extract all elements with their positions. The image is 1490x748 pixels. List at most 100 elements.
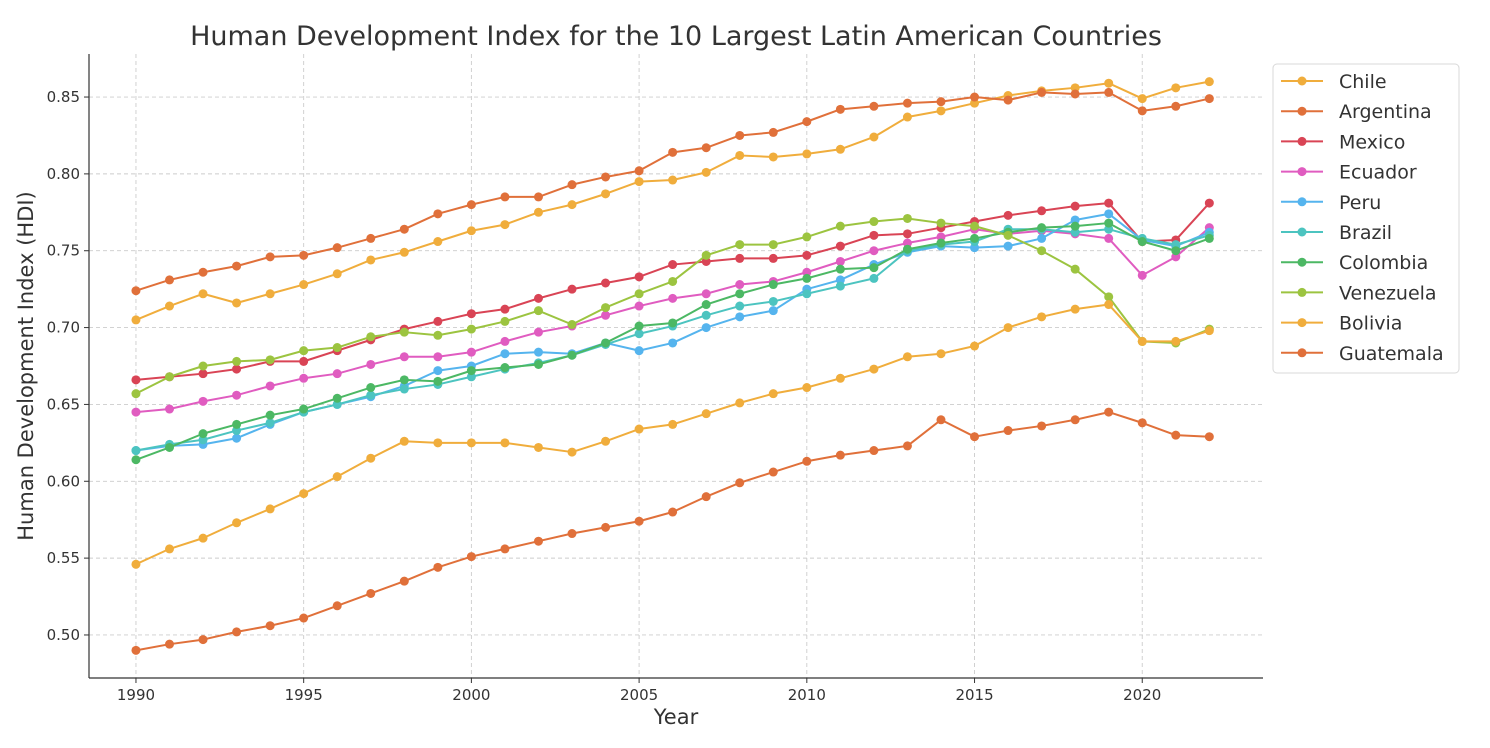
data-point-venezuela — [533, 306, 543, 316]
data-point-chile — [735, 150, 745, 160]
data-point-chile — [299, 280, 309, 290]
data-point-brazil — [131, 446, 141, 456]
data-point-ecuador — [902, 238, 912, 248]
data-point-brazil — [835, 281, 845, 291]
data-point-mexico — [902, 229, 912, 239]
data-point-peru — [735, 312, 745, 322]
data-point-ecuador — [332, 369, 342, 379]
data-point-chile — [634, 177, 644, 187]
data-point-colombia — [835, 264, 845, 274]
data-point-colombia — [165, 442, 175, 452]
data-point-colombia — [869, 263, 879, 273]
legend-item-brazil: Brazil — [1281, 222, 1392, 244]
data-point-guatemala — [198, 635, 208, 645]
data-point-chile — [701, 167, 711, 177]
data-point-guatemala — [433, 562, 443, 572]
data-point-chile — [131, 315, 141, 325]
data-point-bolivia — [1070, 304, 1080, 314]
data-point-bolivia — [131, 559, 141, 569]
data-point-chile — [533, 207, 543, 217]
data-point-ecuador — [802, 267, 812, 277]
data-point-chile — [1204, 77, 1214, 87]
data-point-brazil — [232, 426, 242, 436]
data-point-argentina — [533, 192, 543, 202]
data-point-venezuela — [701, 250, 711, 260]
data-point-chile — [902, 112, 912, 122]
data-point-bolivia — [165, 544, 175, 554]
legend-label: Colombia — [1339, 252, 1428, 274]
data-point-guatemala — [869, 446, 879, 456]
data-point-peru — [668, 338, 678, 348]
data-point-peru — [701, 323, 711, 333]
y-tick-label: 0.55 — [47, 549, 80, 567]
data-point-chile — [198, 289, 208, 299]
data-point-brazil — [768, 296, 778, 306]
data-point-bolivia — [500, 438, 510, 448]
data-point-mexico — [1204, 198, 1214, 208]
data-point-argentina — [299, 250, 309, 260]
data-point-argentina — [500, 192, 510, 202]
legend-swatch-marker — [1297, 257, 1307, 267]
data-point-mexico — [466, 309, 476, 319]
data-point-colombia — [1137, 237, 1147, 247]
data-point-peru — [232, 433, 242, 443]
data-point-venezuela — [433, 330, 443, 340]
y-tick-label: 0.80 — [47, 165, 80, 183]
data-point-mexico — [232, 364, 242, 374]
series-peru — [131, 209, 1214, 456]
data-point-colombia — [332, 393, 342, 403]
data-point-bolivia — [567, 447, 577, 457]
data-point-chile — [567, 200, 577, 210]
data-point-argentina — [1104, 87, 1114, 97]
data-point-venezuela — [1037, 246, 1047, 256]
data-point-bolivia — [768, 389, 778, 399]
data-point-peru — [835, 275, 845, 285]
data-point-colombia — [735, 289, 745, 299]
data-point-mexico — [668, 260, 678, 270]
data-point-argentina — [601, 172, 611, 182]
data-point-chile — [232, 298, 242, 308]
series-argentina — [131, 87, 1214, 296]
data-point-brazil — [701, 310, 711, 320]
data-point-bolivia — [634, 424, 644, 434]
legend-swatch-marker — [1297, 167, 1307, 177]
data-point-bolivia — [668, 419, 678, 429]
data-point-brazil — [399, 384, 409, 394]
data-point-mexico — [500, 304, 510, 314]
data-point-chile — [970, 98, 980, 108]
data-point-argentina — [265, 252, 275, 262]
data-point-colombia — [936, 238, 946, 248]
legend: Chile Argentina Mexico Ecuador Peru Brazil Col… — [1272, 63, 1460, 374]
y-tick-label: 0.65 — [47, 395, 80, 413]
data-point-mexico — [701, 256, 711, 266]
y-tick-label: 0.70 — [47, 319, 80, 337]
data-point-argentina — [634, 166, 644, 176]
data-point-guatemala — [399, 576, 409, 586]
data-point-bolivia — [433, 438, 443, 448]
data-point-argentina — [835, 104, 845, 114]
data-point-argentina — [768, 127, 778, 137]
data-point-bolivia — [735, 398, 745, 408]
data-point-chile — [768, 152, 778, 162]
data-point-mexico — [634, 272, 644, 282]
data-point-venezuela — [232, 356, 242, 366]
data-point-brazil — [634, 329, 644, 339]
data-point-peru — [433, 366, 443, 376]
legend-label: Peru — [1339, 192, 1381, 214]
x-tick-label: 1990 — [117, 686, 155, 704]
data-point-guatemala — [1204, 432, 1214, 442]
x-tick-label: 1995 — [285, 686, 323, 704]
data-point-brazil — [332, 399, 342, 409]
series-line-venezuela — [135, 217, 1210, 395]
data-point-bolivia — [601, 436, 611, 446]
data-point-peru — [1104, 209, 1114, 219]
data-point-colombia — [1204, 233, 1214, 243]
data-point-venezuela — [735, 240, 745, 250]
data-point-bolivia — [936, 349, 946, 359]
data-point-venezuela — [601, 303, 611, 313]
data-point-bolivia — [366, 453, 376, 463]
legend-label: Bolivia — [1339, 313, 1402, 335]
data-point-venezuela — [768, 240, 778, 250]
data-point-colombia — [768, 280, 778, 290]
data-point-bolivia — [701, 409, 711, 419]
